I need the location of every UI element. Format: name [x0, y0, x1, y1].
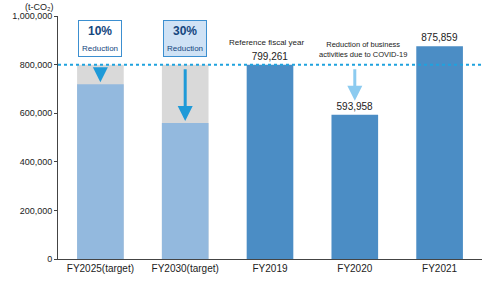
svg-text:400,000: 400,000: [20, 157, 53, 167]
svg-text:800,000: 800,000: [20, 60, 53, 70]
svg-text:600,000: 600,000: [20, 108, 53, 118]
svg-text:1,000,000: 1,000,000: [12, 11, 52, 21]
svg-text:0: 0: [47, 254, 52, 264]
svg-text:799,261: 799,261: [252, 51, 289, 62]
svg-text:200,000: 200,000: [20, 206, 53, 216]
svg-text:FY2019: FY2019: [252, 263, 287, 274]
svg-text:(t-CO₂): (t-CO₂): [25, 2, 54, 12]
svg-text:10%Reduction: 10%Reduction: [82, 24, 118, 53]
svg-text:FY2025(target): FY2025(target): [67, 263, 134, 274]
svg-text:875,859: 875,859: [421, 32, 458, 43]
svg-text:Reduction of businessactivitie: Reduction of businessactivities due to C…: [319, 40, 407, 59]
svg-text:FY2021: FY2021: [422, 263, 457, 274]
svg-text:FY2020: FY2020: [337, 263, 372, 274]
svg-text:FY2030(target): FY2030(target): [152, 263, 219, 274]
svg-text:30%Reduction: 30%Reduction: [167, 24, 203, 53]
svg-text:Reference fiscal year: Reference fiscal year: [229, 38, 304, 47]
svg-text:593,958: 593,958: [337, 101, 374, 112]
